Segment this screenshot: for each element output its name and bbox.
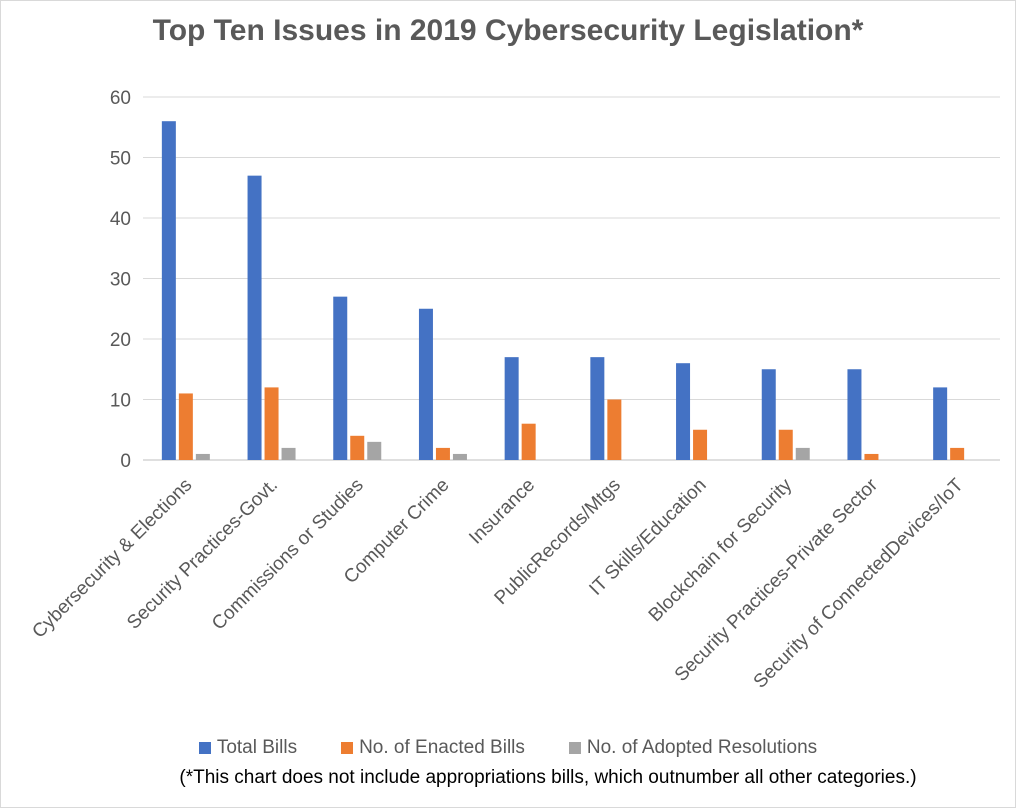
y-tick-label-20: 20	[110, 330, 131, 351]
bar-no-of-enacted-bills-6	[693, 429, 708, 460]
bar-total-bills-6	[676, 363, 691, 460]
x-tick-label-2: Commissions or Studies	[208, 475, 368, 635]
legend-item-adopted-resolutions: No. of Adopted Resolutions	[568, 737, 818, 759]
bar-total-bills-4	[504, 357, 519, 460]
bar-no-of-enacted-bills-1	[264, 387, 279, 460]
y-tick-label-10: 10	[110, 391, 131, 412]
legend-swatch-total-bills	[198, 742, 211, 754]
bar-total-bills-1	[247, 175, 262, 460]
bar-total-bills-2	[333, 296, 348, 460]
bar-no-of-enacted-bills-0	[178, 393, 193, 460]
x-tick-label-7: Blockchain for Security	[645, 474, 797, 626]
bar-no-of-adopted-resolutions-2	[367, 441, 382, 460]
chart-footnote: (*This chart does not include appropriat…	[179, 767, 917, 788]
y-tick-label-30: 30	[110, 270, 131, 291]
bar-total-bills-5	[590, 357, 605, 460]
legend-swatch-enacted-bills	[341, 742, 354, 754]
bar-total-bills-9	[933, 387, 948, 460]
legend: Total Bills No. of Enacted Bills No. of …	[0, 737, 1016, 759]
x-tick-label-0: Cybersecurity & Elections	[28, 475, 196, 643]
legend-label-total-bills: Total Bills	[216, 737, 298, 758]
x-tick-label-1: Security Practices-Govt.	[123, 475, 282, 634]
bar-no-of-enacted-bills-2	[350, 435, 365, 460]
legend-label-adopted-resolutions: No. of Adopted Resolutions	[586, 737, 818, 758]
y-tick-label-0: 0	[120, 451, 131, 472]
bar-no-of-adopted-resolutions-7	[795, 447, 810, 460]
y-tick-label-40: 40	[110, 209, 131, 230]
legend-item-enacted-bills: No. of Enacted Bills	[341, 737, 525, 759]
x-tick-label-4: Insurance	[465, 475, 539, 549]
legend-swatch-adopted-resolutions	[568, 742, 581, 754]
chart-title: Top Ten Issues in 2019 Cybersecurity Leg…	[152, 14, 864, 47]
legend-label-enacted-bills: No. of Enacted Bills	[359, 737, 525, 758]
bar-no-of-enacted-bills-4	[521, 423, 536, 460]
bar-no-of-adopted-resolutions-3	[452, 453, 467, 460]
bar-total-bills-8	[847, 369, 862, 460]
bar-no-of-adopted-resolutions-0	[195, 453, 210, 460]
legend-item-total-bills: Total Bills	[198, 737, 298, 759]
bar-total-bills-3	[418, 308, 433, 460]
bar-no-of-enacted-bills-9	[950, 447, 965, 460]
bar-no-of-enacted-bills-5	[607, 399, 622, 460]
bar-no-of-enacted-bills-7	[778, 429, 793, 460]
bar-total-bills-0	[161, 121, 176, 460]
bar-no-of-enacted-bills-8	[864, 453, 879, 460]
y-tick-label-60: 60	[110, 88, 131, 109]
y-tick-label-50: 50	[110, 149, 131, 170]
bar-no-of-adopted-resolutions-1	[281, 447, 296, 460]
bar-no-of-enacted-bills-3	[435, 447, 450, 460]
bar-total-bills-7	[761, 369, 776, 460]
